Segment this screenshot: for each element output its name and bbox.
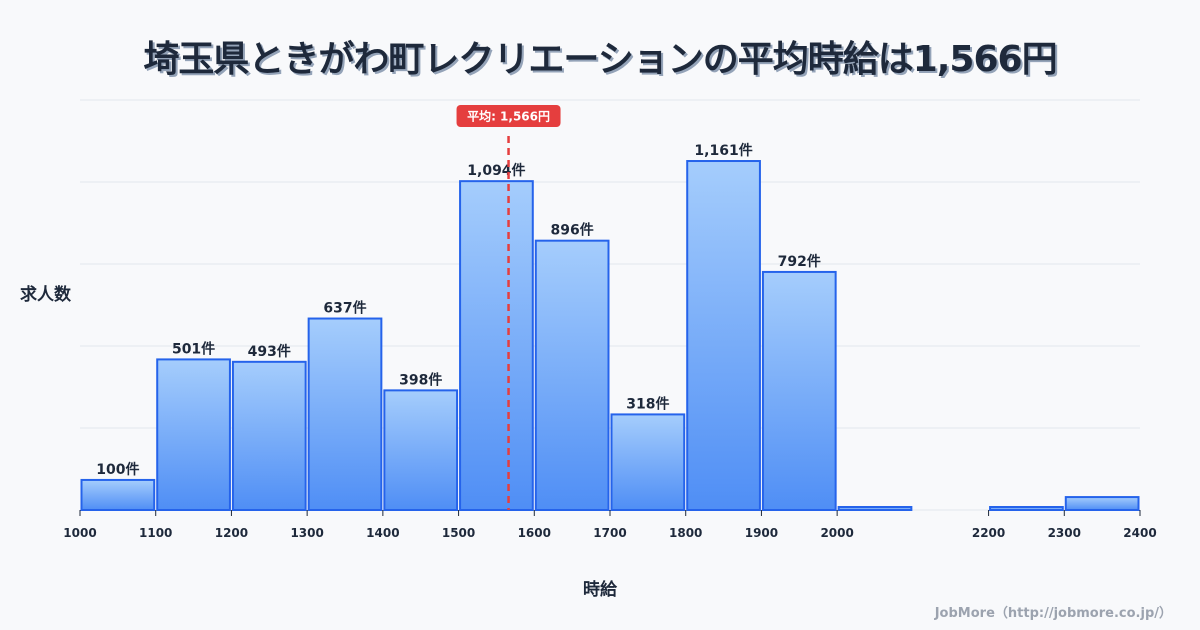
y-axis-label: 求人数 xyxy=(20,285,71,305)
bar-value-label: 1,094件 xyxy=(467,162,525,179)
x-axis-label: 時給 xyxy=(583,580,617,600)
x-axis: 1000 1100 1200 1300 1400 1500 1600 1700 1800 1900… xyxy=(63,510,1157,540)
x-tick-label: 1600 xyxy=(518,526,551,540)
bar-value-label: 792件 xyxy=(778,253,821,270)
histogram-bar xyxy=(459,180,534,511)
x-tick-label: 1900 xyxy=(745,526,778,540)
bar-value-label: 896件 xyxy=(551,222,594,239)
x-tick-label: 2400 xyxy=(1123,526,1156,540)
histogram-bar xyxy=(307,317,383,511)
bar-value-label: 493件 xyxy=(248,343,291,360)
x-tick-label: 1200 xyxy=(215,526,248,540)
x-tick-label: 1100 xyxy=(139,526,172,540)
x-tick-label: 1000 xyxy=(63,526,96,540)
histogram-bar xyxy=(761,270,837,511)
histogram-bar xyxy=(837,506,913,511)
x-tick-label: 1500 xyxy=(442,526,475,540)
histogram-bar xyxy=(231,360,307,511)
x-tick-label: 2200 xyxy=(972,526,1005,540)
average-badge-label: 平均: 1,566円 xyxy=(467,109,550,124)
histogram-bar xyxy=(383,389,459,512)
bar-value-label: 637件 xyxy=(323,300,366,317)
histogram-bar xyxy=(686,160,761,511)
bar-value-label: 501件 xyxy=(172,340,215,357)
histogram-bar xyxy=(156,358,231,511)
x-tick-label: 1700 xyxy=(593,526,626,540)
bar-value-label: 398件 xyxy=(399,371,442,388)
x-tick-label: 2300 xyxy=(1048,526,1081,540)
bar-value-label: 100件 xyxy=(96,461,139,478)
x-tick-label: 1400 xyxy=(366,526,399,540)
chart-title: 埼玉県ときがわ町レクリエーションの平均時給は1,566円 xyxy=(143,39,1057,80)
histogram-bar xyxy=(534,239,610,511)
histogram-bar xyxy=(80,478,156,511)
bar-value-label: 1,161件 xyxy=(694,142,752,159)
histogram-bar xyxy=(989,506,1064,511)
average-line: 平均: 1,566円 xyxy=(456,105,561,510)
x-tick-label: 1800 xyxy=(669,526,702,540)
x-tick-label: 2000 xyxy=(820,526,853,540)
histogram-bar xyxy=(610,413,686,511)
x-tick-label: 1300 xyxy=(290,526,323,540)
bar-value-label: 318件 xyxy=(626,395,669,412)
source-credit: JobMore（http://jobmore.co.jp/） xyxy=(934,606,1172,621)
histogram-bar xyxy=(1064,496,1140,511)
bars: 100件 501件 493件 637件 398件 1,094件 896件 318件 1,161件… xyxy=(80,142,1140,512)
average-badge xyxy=(456,105,561,127)
